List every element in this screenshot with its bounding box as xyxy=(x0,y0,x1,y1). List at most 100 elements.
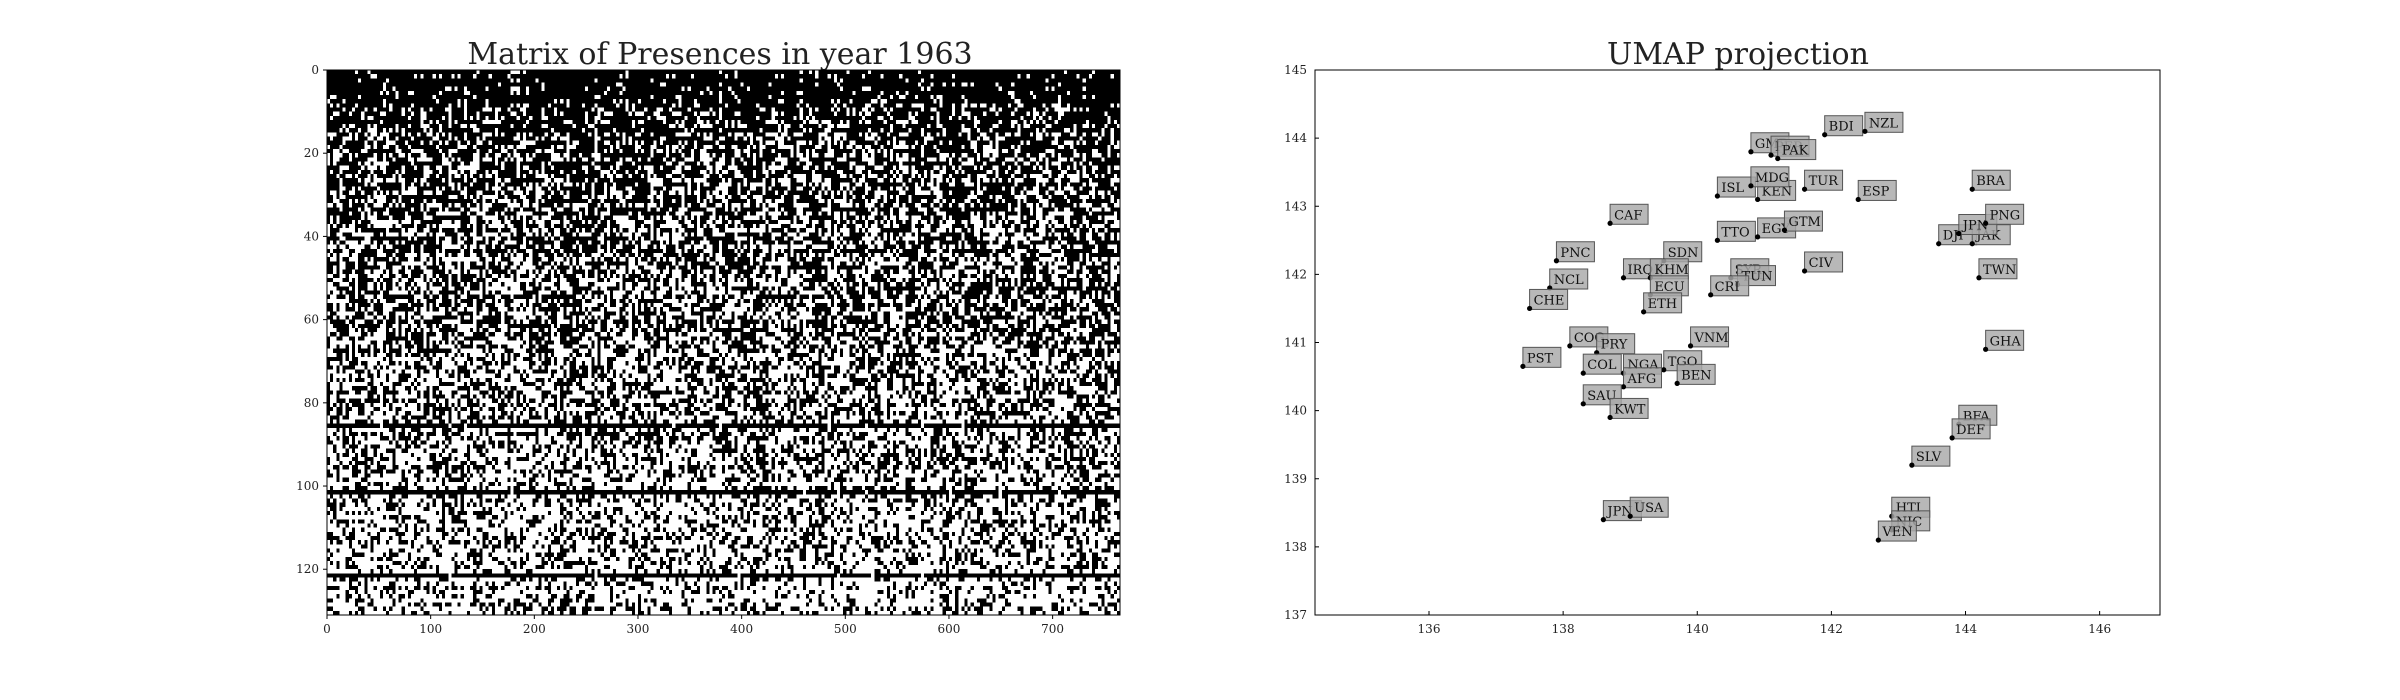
umap-label-box xyxy=(1750,166,1790,188)
umap-point-label: MDG xyxy=(1755,171,1789,186)
umap-point-dot xyxy=(1956,230,1962,237)
heatmap-x-tick-label: 500 xyxy=(834,622,857,636)
heatmap-x-tick-label: 300 xyxy=(627,622,650,636)
umap-point-label: VNM xyxy=(1694,331,1729,346)
umap-point-dot xyxy=(1983,346,1989,352)
umap-point-dot xyxy=(1567,343,1573,349)
umap-y-tick-label: 137 xyxy=(1284,608,1307,622)
umap-point-dot xyxy=(1714,193,1720,199)
umap-point-slv: SLV xyxy=(1909,445,1951,468)
umap-point-dot xyxy=(1862,128,1868,134)
umap-label-box xyxy=(1609,203,1649,225)
umap-point-dot xyxy=(1527,305,1533,312)
umap-point-tur: TUR xyxy=(1801,169,1844,192)
umap-point-dot xyxy=(1687,343,1694,349)
umap-x-axis: 136 138 140 142 144 146 xyxy=(1418,611,2111,636)
umap-point-dot xyxy=(1607,220,1613,226)
umap-point-label: AFG xyxy=(1626,372,1656,387)
umap-label-box xyxy=(1555,241,1595,263)
umap-label-box xyxy=(1985,203,2025,225)
umap-label-box xyxy=(1864,111,1904,133)
umap-point-ecu: ECU xyxy=(1647,275,1689,298)
umap-point-dot xyxy=(1875,537,1881,543)
umap-point-dot xyxy=(1775,155,1781,162)
heatmap-frame xyxy=(326,69,1121,616)
umap-point-dot xyxy=(1983,220,1989,226)
umap-label-box xyxy=(1911,445,1951,467)
umap-point-dot xyxy=(1607,414,1613,421)
umap-label-box xyxy=(1549,268,1589,290)
umap-x-tick-label: 146 xyxy=(2088,622,2111,636)
umap-point-label: BEN xyxy=(1681,368,1711,383)
heatmap-x-axis: 0 100 200 300 400 500 600 700 xyxy=(323,615,1064,636)
umap-point-label: GHA xyxy=(1990,334,2022,349)
umap-point-dot xyxy=(1801,268,1808,274)
umap-label-box xyxy=(1971,169,2011,191)
heatmap-y-axis: 0 20 40 60 80 100 120 xyxy=(296,63,327,576)
umap-point-png: PNG xyxy=(1983,203,2025,226)
umap-point-label: EGY xyxy=(1762,222,1791,237)
umap-y-tick-label: 139 xyxy=(1284,472,1307,486)
umap-point-label: IRQ xyxy=(1627,263,1653,278)
heatmap-x-tick-label: 0 xyxy=(323,622,331,636)
umap-point-label: PRY xyxy=(1601,338,1628,353)
heatmap-y-tick-label: 20 xyxy=(304,146,319,160)
umap-point-afg: AFG xyxy=(1620,367,1662,390)
umap-x-tick-label: 140 xyxy=(1686,622,1709,636)
umap-point-label: JPN xyxy=(1961,219,1988,234)
umap-point-gha: GHA xyxy=(1983,329,2025,352)
umap-point-dot xyxy=(1580,401,1586,407)
umap-point-label: KHM xyxy=(1654,263,1688,278)
umap-point-dot xyxy=(1969,186,1975,192)
umap-point-label: KEN xyxy=(1762,184,1793,199)
umap-point-dot xyxy=(1949,435,1955,441)
umap-point-label: SDN xyxy=(1668,246,1699,261)
umap-point-label: ETH xyxy=(1648,297,1678,312)
umap-label-box xyxy=(1609,397,1649,419)
umap-point-kwt: KWT xyxy=(1607,397,1649,421)
umap-point-eth: ETH xyxy=(1641,292,1683,315)
umap-point-tto: TTO xyxy=(1714,220,1756,243)
umap-point-dot xyxy=(1748,183,1754,189)
umap-point-dot xyxy=(1620,384,1627,390)
umap-y-tick-label: 140 xyxy=(1284,404,1307,418)
umap-point-label: ESP xyxy=(1862,184,1889,199)
umap-point-dot xyxy=(1620,275,1627,281)
umap-point-civ: CIV xyxy=(1801,251,1844,274)
umap-point-dot xyxy=(1755,196,1761,203)
umap-label-box xyxy=(1985,329,2025,351)
umap-label-box xyxy=(1529,288,1569,310)
heatmap-x-tick-label: 400 xyxy=(730,622,753,636)
umap-point-dot xyxy=(1909,462,1915,468)
umap-point-dot xyxy=(1755,234,1761,240)
umap-label-box xyxy=(1582,353,1622,375)
umap-label-box xyxy=(1522,346,1562,368)
umap-point-label: COL xyxy=(1587,358,1617,373)
umap-frame xyxy=(1314,69,2161,616)
umap-point-bra: BRA xyxy=(1969,169,2011,192)
umap-point-nzl: NZL xyxy=(1862,111,1904,134)
umap-points: GMBPERPAKBDINZLBRATURESPISLKENMDGTTOEGYG… xyxy=(1520,111,2025,543)
umap-label-box xyxy=(1622,367,1662,389)
umap-point-dot xyxy=(1714,237,1720,243)
umap-point-cri: CRI xyxy=(1708,275,1750,298)
heatmap-title: Matrix of Presences in year 1963 xyxy=(467,37,972,72)
umap-point-label: TWN xyxy=(1983,263,2016,278)
umap-point-dot xyxy=(1969,241,1975,247)
heatmap-x-tick-label: 600 xyxy=(938,622,961,636)
umap-point-ven: VEN xyxy=(1875,520,1917,543)
umap-label-box xyxy=(1877,520,1917,542)
umap-y-tick-label: 138 xyxy=(1284,540,1307,554)
umap-panel: UMAP projection 136 138 140 142 144 146 13713… xyxy=(1284,37,2161,636)
heatmap-x-tick-label: 700 xyxy=(1041,622,1064,636)
umap-point-label: SLV xyxy=(1916,450,1942,465)
umap-point-isl: ISL xyxy=(1714,176,1756,199)
umap-label-box xyxy=(1710,275,1750,297)
umap-point-dot xyxy=(1936,241,1942,247)
umap-x-tick-label: 144 xyxy=(1954,622,1977,636)
umap-point-label: BRA xyxy=(1976,174,2005,189)
umap-point-label: PNG xyxy=(1990,208,2021,223)
heatmap-y-tick-label: 80 xyxy=(304,396,319,410)
umap-point-dot xyxy=(1674,380,1680,386)
